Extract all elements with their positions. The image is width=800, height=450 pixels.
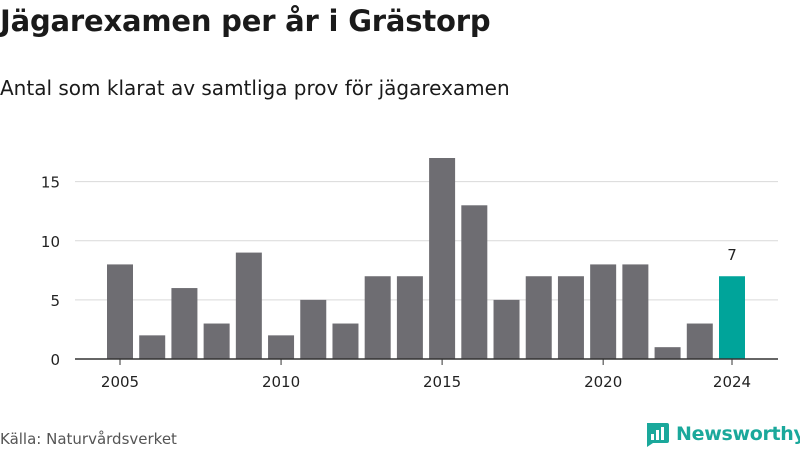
bar-2021	[622, 264, 649, 359]
bar-chart: 0 5 10 15 7 2005 2010 2015 2020 2024	[41, 158, 778, 391]
bar-2016	[461, 205, 488, 359]
bar-2007	[171, 288, 198, 359]
bar-2014	[396, 276, 423, 359]
bar-2008	[203, 323, 230, 359]
bar-2024	[719, 276, 745, 359]
bar-2012	[332, 323, 359, 359]
x-tick-label: 2024	[713, 373, 751, 391]
x-tick-label: 2015	[423, 373, 461, 391]
y-tick-label: 10	[41, 233, 60, 251]
brand-name: Newsworthy	[676, 423, 800, 445]
bar-2023	[686, 323, 713, 359]
bar-2019	[557, 276, 584, 359]
chart-subtitle: Antal som klarat av samtliga prov för jä…	[0, 76, 510, 100]
data-labels: 7	[727, 246, 737, 264]
y-tick-label: 5	[50, 292, 60, 310]
gridlines	[75, 181, 778, 301]
y-tick-label: 0	[50, 351, 60, 369]
x-tick-label: 2020	[584, 373, 622, 391]
bar-2010	[268, 335, 295, 359]
source-note: Källa: Naturvårdsverket	[0, 430, 177, 448]
newsworthy-logo-icon	[647, 423, 669, 447]
x-tick-label: 2010	[262, 373, 300, 391]
x-axis-ticks: 2005 2010 2015 2020 2024	[101, 359, 751, 391]
chart-title: Jägarexamen per år i Grästorp	[0, 4, 491, 38]
bar-2015	[429, 158, 456, 359]
bar-2017	[493, 299, 520, 359]
newsworthy-logo[interactable]: Newsworthy	[644, 420, 800, 448]
y-axis-ticks: 0 5 10 15	[41, 174, 60, 369]
bar-2020	[590, 264, 617, 359]
bar-2022	[654, 347, 681, 359]
x-tick-label: 2005	[101, 373, 139, 391]
bar-2009	[235, 252, 262, 359]
bar-2018	[525, 276, 552, 359]
bars	[107, 158, 745, 359]
data-label-2024: 7	[727, 246, 737, 264]
bar-2005	[107, 264, 133, 359]
bar-2006	[139, 335, 166, 359]
bar-2013	[364, 276, 391, 359]
bar-2011	[300, 299, 327, 359]
y-tick-label: 15	[41, 174, 60, 192]
